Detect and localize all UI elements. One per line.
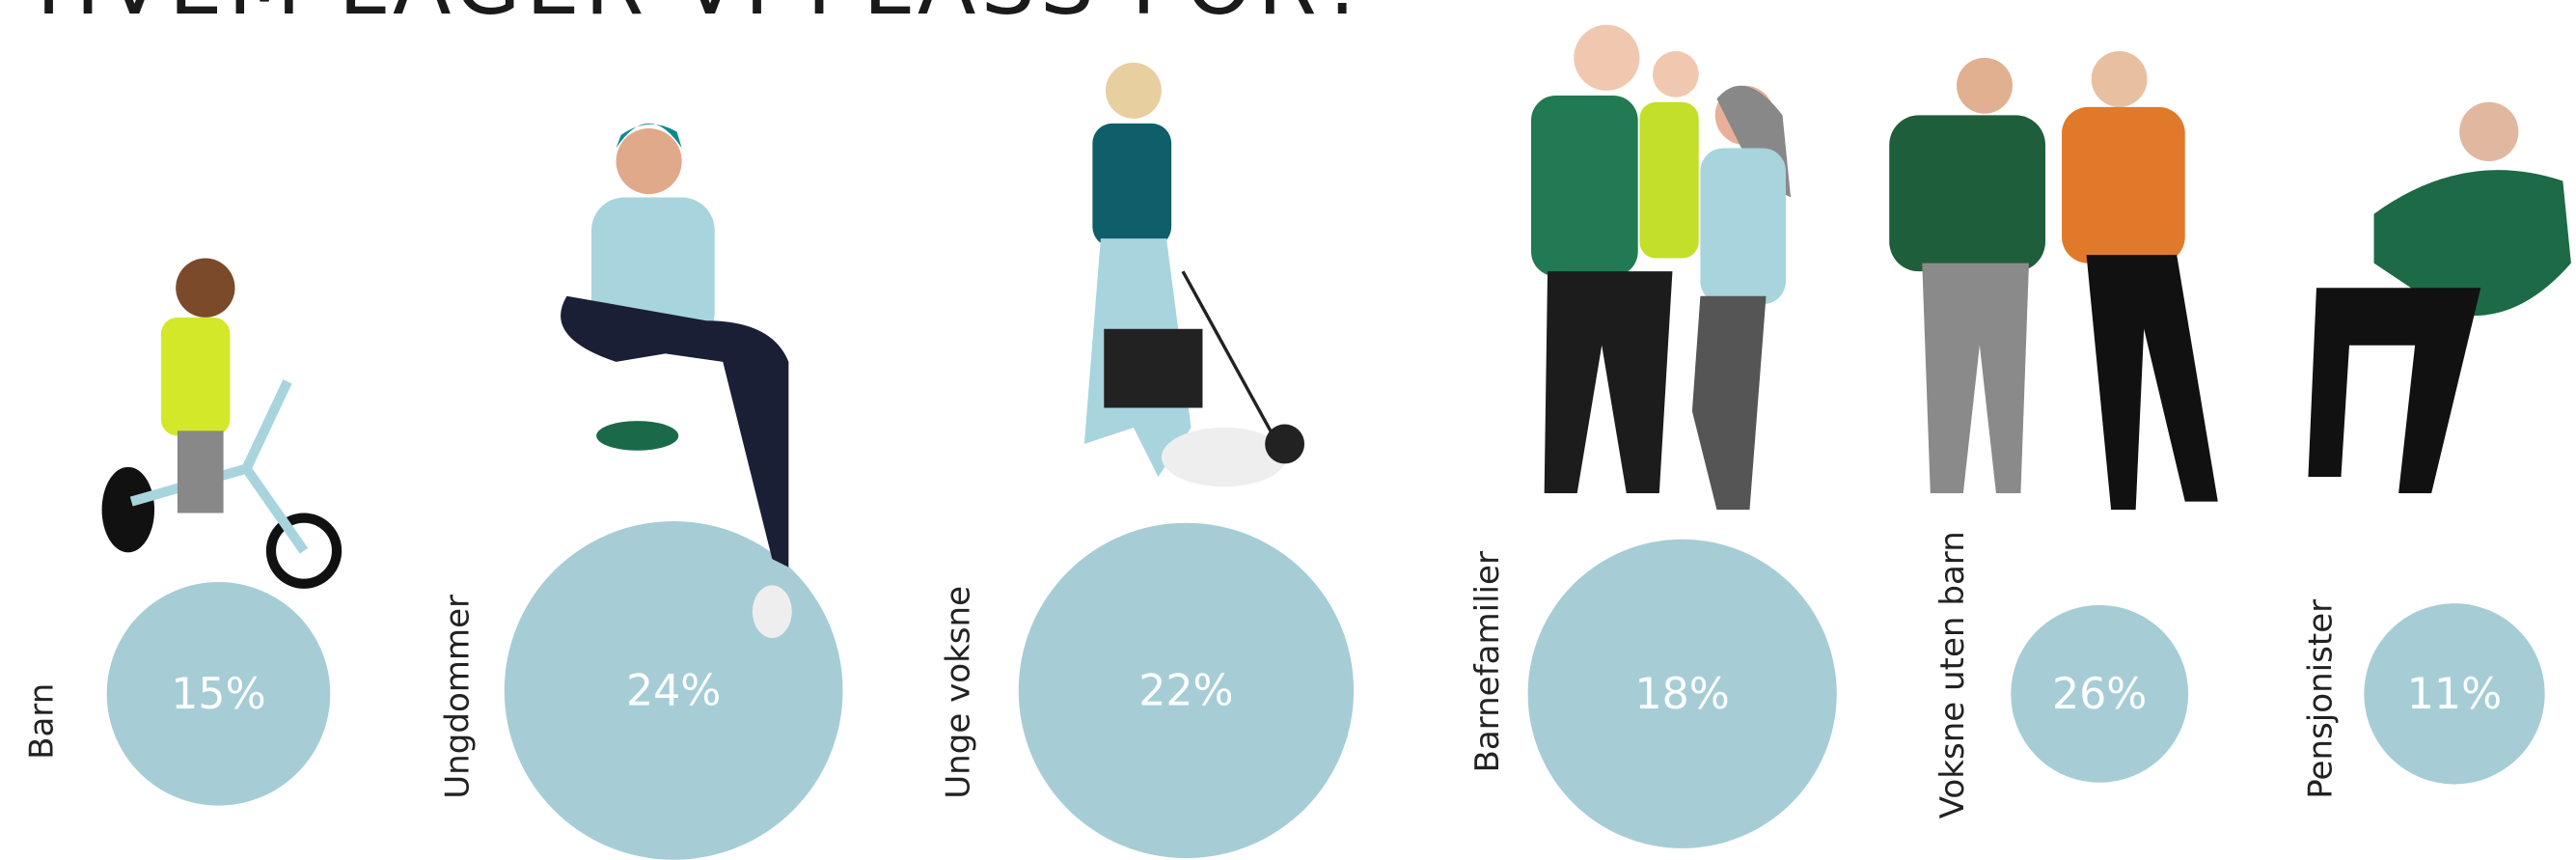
share-circle	[2011, 604, 2189, 783]
share-label: 22%	[1138, 667, 1233, 716]
share-circle	[1018, 522, 1355, 859]
young-adult-figure	[1083, 62, 1305, 487]
share-circle	[2364, 603, 2545, 785]
share-label: 24%	[626, 667, 721, 716]
group-label: Pensjonister	[2301, 599, 2340, 799]
share-label: 15%	[171, 670, 265, 719]
group-label: Voksne uten barn	[1933, 531, 1972, 818]
adults-figure	[1889, 51, 2218, 511]
illustrations	[101, 24, 2571, 638]
groups: 15% Barn 24% Ungdommer 22% Unge voksne 18% Barn…	[22, 521, 2545, 860]
group-label: Unge voksne	[940, 586, 978, 799]
group-label: Barn	[22, 683, 61, 760]
group-label: Ungdommer	[438, 595, 477, 799]
family-figure	[1531, 24, 1792, 511]
share-label: 11%	[2407, 670, 2502, 719]
group-label: Barnefamilier	[1468, 551, 1507, 772]
title: HVEM LAGER VI PLASS FOR?	[36, 0, 1372, 34]
child-figure	[101, 258, 343, 589]
share-label: 26%	[2052, 670, 2147, 719]
senior-figure	[2308, 101, 2571, 494]
share-circle	[106, 582, 331, 806]
share-label: 18%	[1634, 670, 1729, 719]
teen-figure	[561, 123, 792, 638]
share-circle	[1527, 539, 1837, 848]
